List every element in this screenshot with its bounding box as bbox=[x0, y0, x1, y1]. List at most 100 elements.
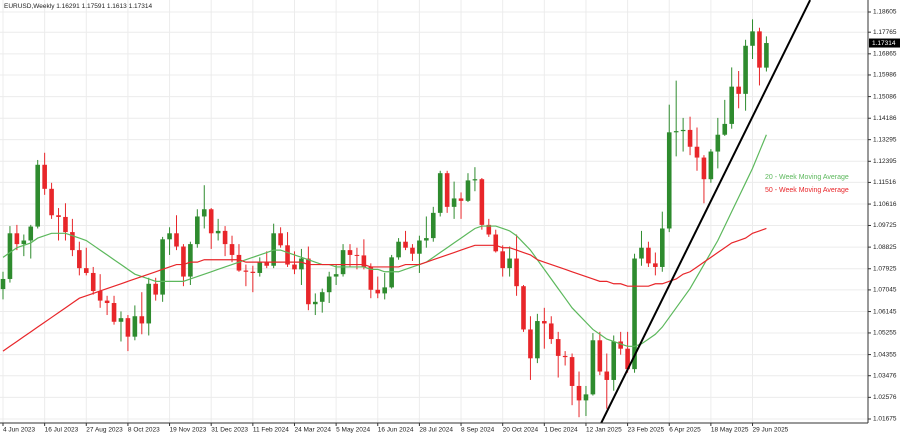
candle-body bbox=[160, 239, 165, 295]
candle-body bbox=[722, 123, 728, 135]
candle-body bbox=[625, 348, 630, 370]
candle-body bbox=[340, 250, 346, 275]
y-tick-label: 1.17765 bbox=[873, 29, 897, 36]
y-tick-label: 1.04355 bbox=[873, 351, 897, 358]
last-price-box bbox=[869, 38, 900, 48]
y-tick-label: 1.15986 bbox=[873, 72, 897, 79]
candle-body bbox=[285, 245, 290, 265]
candle-body bbox=[326, 276, 332, 293]
candle-body bbox=[528, 329, 533, 359]
candle-body bbox=[125, 318, 131, 337]
candle-body bbox=[333, 274, 339, 277]
candle-body bbox=[666, 132, 672, 229]
x-tick-label: 1 Dec 2024 bbox=[544, 427, 578, 434]
candle-body bbox=[215, 230, 221, 234]
y-tick-label: 1.05255 bbox=[873, 330, 897, 337]
candle-body bbox=[90, 272, 96, 291]
candle-body bbox=[146, 283, 152, 324]
candle-body bbox=[653, 263, 658, 267]
x-tick-label: 8 Sep 2024 bbox=[461, 427, 495, 434]
candle-body bbox=[444, 173, 450, 207]
candle-body bbox=[562, 355, 568, 358]
candle-body bbox=[118, 318, 124, 322]
candle-body bbox=[306, 258, 311, 305]
candle-body bbox=[222, 230, 228, 245]
candle-body bbox=[139, 316, 145, 324]
candle-body bbox=[451, 198, 457, 207]
candle-body bbox=[153, 283, 158, 295]
candle-body bbox=[70, 232, 75, 251]
candle-body bbox=[188, 244, 193, 277]
x-tick-label: 16 Jul 2023 bbox=[45, 427, 79, 434]
candle-body bbox=[472, 179, 478, 181]
x-tick-label: 27 Aug 2023 bbox=[86, 427, 123, 434]
candle-body bbox=[132, 316, 138, 337]
candle-body bbox=[250, 271, 256, 273]
candle-body bbox=[576, 385, 582, 401]
candle-body bbox=[361, 255, 367, 267]
candle-body bbox=[49, 188, 54, 216]
legend-entry: 20 - Week Moving Average bbox=[765, 174, 849, 181]
plot-area bbox=[0, 0, 812, 423]
axes: 1.18605 1.17765 1.16865 1.15986 1.15086 1.141… bbox=[2, 9, 897, 434]
y-tick-label: 1.03476 bbox=[873, 372, 897, 379]
candle-body bbox=[354, 254, 360, 256]
candle-body bbox=[174, 233, 179, 247]
candle-body bbox=[479, 179, 485, 225]
candle-body bbox=[569, 357, 575, 386]
candle-body bbox=[673, 131, 679, 133]
y-tick-label: 1.02576 bbox=[873, 394, 897, 401]
y-tick-label: 1.16865 bbox=[873, 51, 897, 58]
y-tick-label: 1.09725 bbox=[873, 222, 897, 229]
x-tick-label: 8 Oct 2023 bbox=[128, 427, 160, 434]
candle-body bbox=[465, 180, 471, 201]
x-tick-label: 29 Jun 2025 bbox=[753, 427, 789, 434]
candle-body bbox=[736, 86, 741, 94]
x-tick-label: 18 May 2025 bbox=[711, 427, 749, 434]
trendline bbox=[600, 0, 812, 423]
candle-body bbox=[542, 321, 547, 324]
candle-body bbox=[694, 146, 700, 158]
candle-body bbox=[590, 340, 596, 395]
candle-body bbox=[618, 341, 623, 349]
candle-body bbox=[660, 228, 665, 267]
candle-body bbox=[708, 151, 714, 180]
candle-body bbox=[21, 240, 27, 245]
candle-body bbox=[368, 266, 374, 290]
candle-body bbox=[292, 264, 297, 270]
y-tick-label: 1.13295 bbox=[873, 136, 897, 143]
x-tick-label: 19 Nov 2023 bbox=[170, 427, 207, 434]
candle-body bbox=[35, 164, 40, 227]
x-tick-label: 16 Jun 2024 bbox=[378, 427, 414, 434]
y-tick-label: 1.07045 bbox=[873, 287, 897, 294]
candle-body bbox=[63, 216, 68, 233]
y-tick-label: 1.12395 bbox=[873, 158, 897, 165]
y-tick-label: 1.14186 bbox=[873, 115, 897, 122]
y-tick-label: 1.08825 bbox=[873, 244, 897, 251]
candle-body bbox=[493, 234, 499, 252]
candle-body bbox=[299, 258, 304, 270]
candle-body bbox=[319, 292, 325, 302]
y-tick-label: 1.01675 bbox=[873, 416, 897, 423]
candle-body bbox=[507, 258, 512, 269]
candle-body bbox=[715, 134, 721, 152]
candle-body bbox=[424, 238, 429, 241]
candle-body bbox=[535, 321, 540, 359]
y-tick-label: 1.07925 bbox=[873, 265, 897, 272]
candle-body bbox=[486, 224, 492, 235]
x-tick-label: 20 Oct 2024 bbox=[503, 427, 539, 434]
last-price-label: 1.17314 bbox=[872, 40, 896, 47]
candle-body bbox=[597, 340, 603, 372]
candle-body bbox=[77, 250, 82, 269]
candle-body bbox=[0, 278, 6, 290]
candle-body bbox=[757, 31, 762, 68]
x-tick-label: 28 Jul 2024 bbox=[419, 427, 453, 434]
candle-body bbox=[410, 247, 415, 254]
candle-body bbox=[403, 241, 408, 248]
candle-body bbox=[313, 301, 318, 305]
candle-body bbox=[555, 339, 561, 356]
candle-body bbox=[521, 286, 526, 330]
candle-body bbox=[611, 341, 617, 380]
header-close: 1.17314 bbox=[129, 3, 153, 10]
